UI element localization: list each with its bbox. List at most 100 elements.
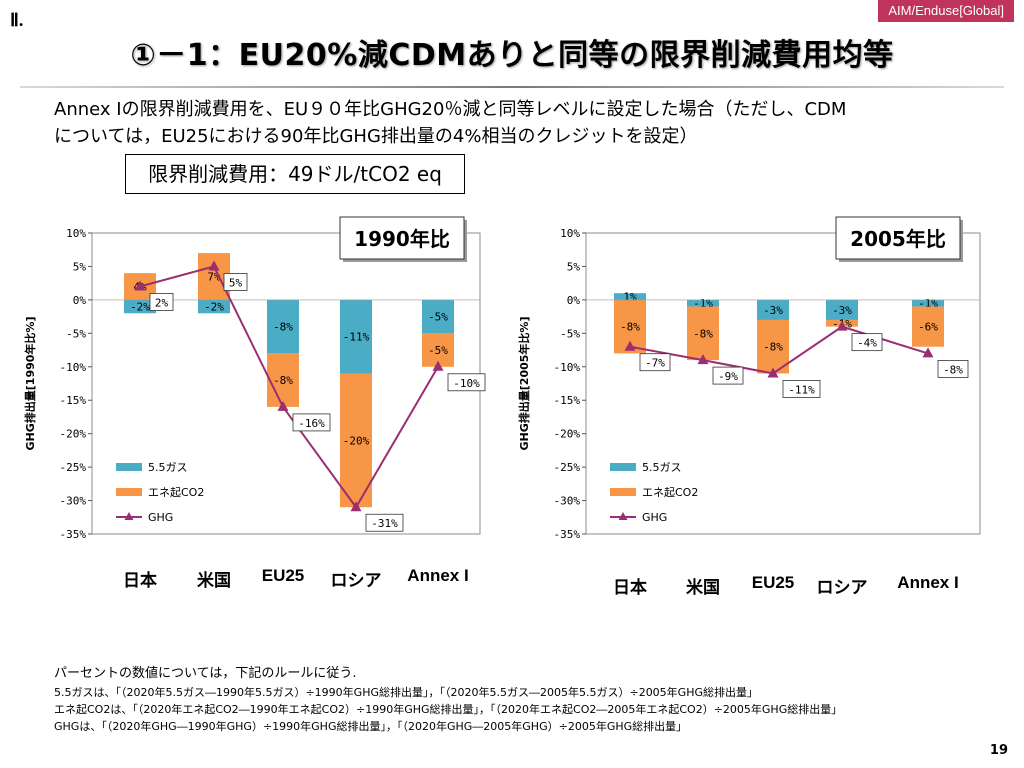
bar-data-label: -5% [428,344,448,357]
bar-segment [912,306,944,347]
legend-swatch [610,463,636,471]
top-tag: AIM/Enduse[Global] [878,0,1014,22]
y-tick-label: -25% [554,461,581,474]
notes: パーセントの数値については，下記のルールに従う. 5.5ガスは、「（2020年5… [54,664,1014,735]
ghg-marker [208,260,220,271]
ghg-data-label: 5% [229,276,243,289]
notes-line-3: GHGは、「（2020年GHG―1990年GHG）÷1990年GHG総排出量」，… [54,720,688,733]
bar-segment [826,299,858,320]
ghg-data-label: -4% [857,337,877,350]
bar-segment [757,319,789,374]
y-axis-title: GHG排出量[2005年比%] [517,317,531,451]
chart-2: 10% 5% 0% -5% -10% -15% -20% -25% -30% -35% GHG排出量… [517,216,981,541]
bar-segment [124,299,156,314]
bar-data-label: -11% [343,331,370,344]
ghg-label-box [937,359,969,378]
description-line-1: Annex Iの限界削減費用を、EU９０年比GHG20％減と同等レベルに設定した… [54,99,847,120]
legend-label: エネ起CO2 [148,486,204,499]
legend-marker [618,512,628,520]
badge-box [835,216,961,260]
y-tick-label: 10% [66,227,86,240]
badge-box [339,216,465,260]
ghg-label-box [782,380,821,398]
ghg-data-label: -7% [645,357,665,370]
y-tick-label: 10% [560,227,580,240]
ghg-data-label: -16% [298,417,325,430]
legend-swatch [610,488,636,496]
category-label: 米国 [686,578,720,597]
marginal-cost-box: 限界削減費用：49ドル/tCO2 eq [125,154,465,194]
ghg-data-label: -9% [718,370,738,383]
section-mark: Ⅱ. [10,10,24,30]
bar-data-label: -8% [273,374,293,387]
bar-data-label: -8% [273,321,293,334]
legend-label: 5.5ガス [642,461,682,474]
bar-segment [198,299,230,314]
bar-data-label: -2% [204,301,224,314]
ghg-label-box [292,413,331,432]
notes-line-2: エネ起CO2は、「（2020年エネ起CO2―1990年エネ起CO2）÷1990年… [54,703,843,716]
legend-marker [124,512,134,520]
charts-area: 10% 5% 0% -5% -10% -15% -20% -25% -30% -35% GHG排出量… [23,216,981,541]
bar-segment [687,299,719,307]
bar-data-label: -3% [832,304,852,317]
y-tick-label: -35% [60,528,87,541]
title-divider [20,86,1004,88]
description: Annex Iの限界削減費用を、EU９０年比GHG20％減と同等レベルに設定した… [54,96,994,150]
chart-badge: 2005年比 [850,227,946,251]
category-label: 日本 [613,578,647,597]
y-tick-label: -30% [554,495,581,508]
y-tick-label: 0% [567,294,581,307]
legend-label: GHG [148,511,173,524]
ghg-data-label: -31% [371,517,398,530]
ghg-data-label: -11% [788,383,815,396]
bar-data-label: -6% [918,321,938,334]
ghg-marker [697,354,709,365]
y-tick-label: 5% [73,260,87,273]
ghg-label-box [365,513,404,532]
bar-segment [757,299,789,320]
y-tick-label: 0% [73,294,87,307]
bar-segment [340,299,372,374]
bar-segment [422,299,454,334]
bar-data-label: -8% [620,321,640,334]
page-number: 19 [989,743,1008,758]
ghg-label-box [712,366,744,385]
y-tick-label: -20% [554,428,581,441]
category-label: Annex I [897,573,959,592]
y-tick-label: -5% [560,327,580,340]
category-label: ロシア [330,571,382,590]
legend-swatch [116,463,142,471]
bar-data-label: -20% [343,434,370,447]
bar-data-label: -8% [763,341,783,354]
category-label: ロシア [816,578,868,597]
bar-segment [267,353,299,407]
ghg-marker [350,501,362,512]
bar-segment [687,306,719,361]
y-tick-label: -30% [60,495,87,508]
ghg-marker [432,360,444,371]
legend-swatch [116,488,142,496]
notes-line-1: 5.5ガスは、「（2020年5.5ガス―1990年5.5ガス）÷1990年GHG… [54,686,759,699]
ghg-marker [277,400,289,411]
category-label: 米国 [197,571,231,590]
ghg-marker [836,320,848,331]
page-title: ①－1：EU20%減CDMありと同等の限界削減費用均等 [130,38,894,73]
category-label: 日本 [123,571,157,590]
ghg-label-box [639,353,671,372]
bar-segment [614,293,646,300]
bar-segment [912,299,944,307]
y-tick-label: 5% [567,260,581,273]
legend-label: エネ起CO2 [642,486,698,499]
legend-label: 5.5ガス [148,461,188,474]
ghg-data-label: 2% [155,297,169,310]
category-label: Annex I [407,566,469,585]
bar-data-label: -8% [693,327,713,340]
legend-label: GHG [642,511,667,524]
bar-data-label: -5% [428,311,448,324]
category-label: EU25 [751,573,795,592]
y-tick-label: -20% [60,428,87,441]
ghg-marker [922,347,934,358]
notes-lead: パーセントの数値については，下記のルールに従う. [54,666,357,681]
ghg-label-box [447,373,486,392]
